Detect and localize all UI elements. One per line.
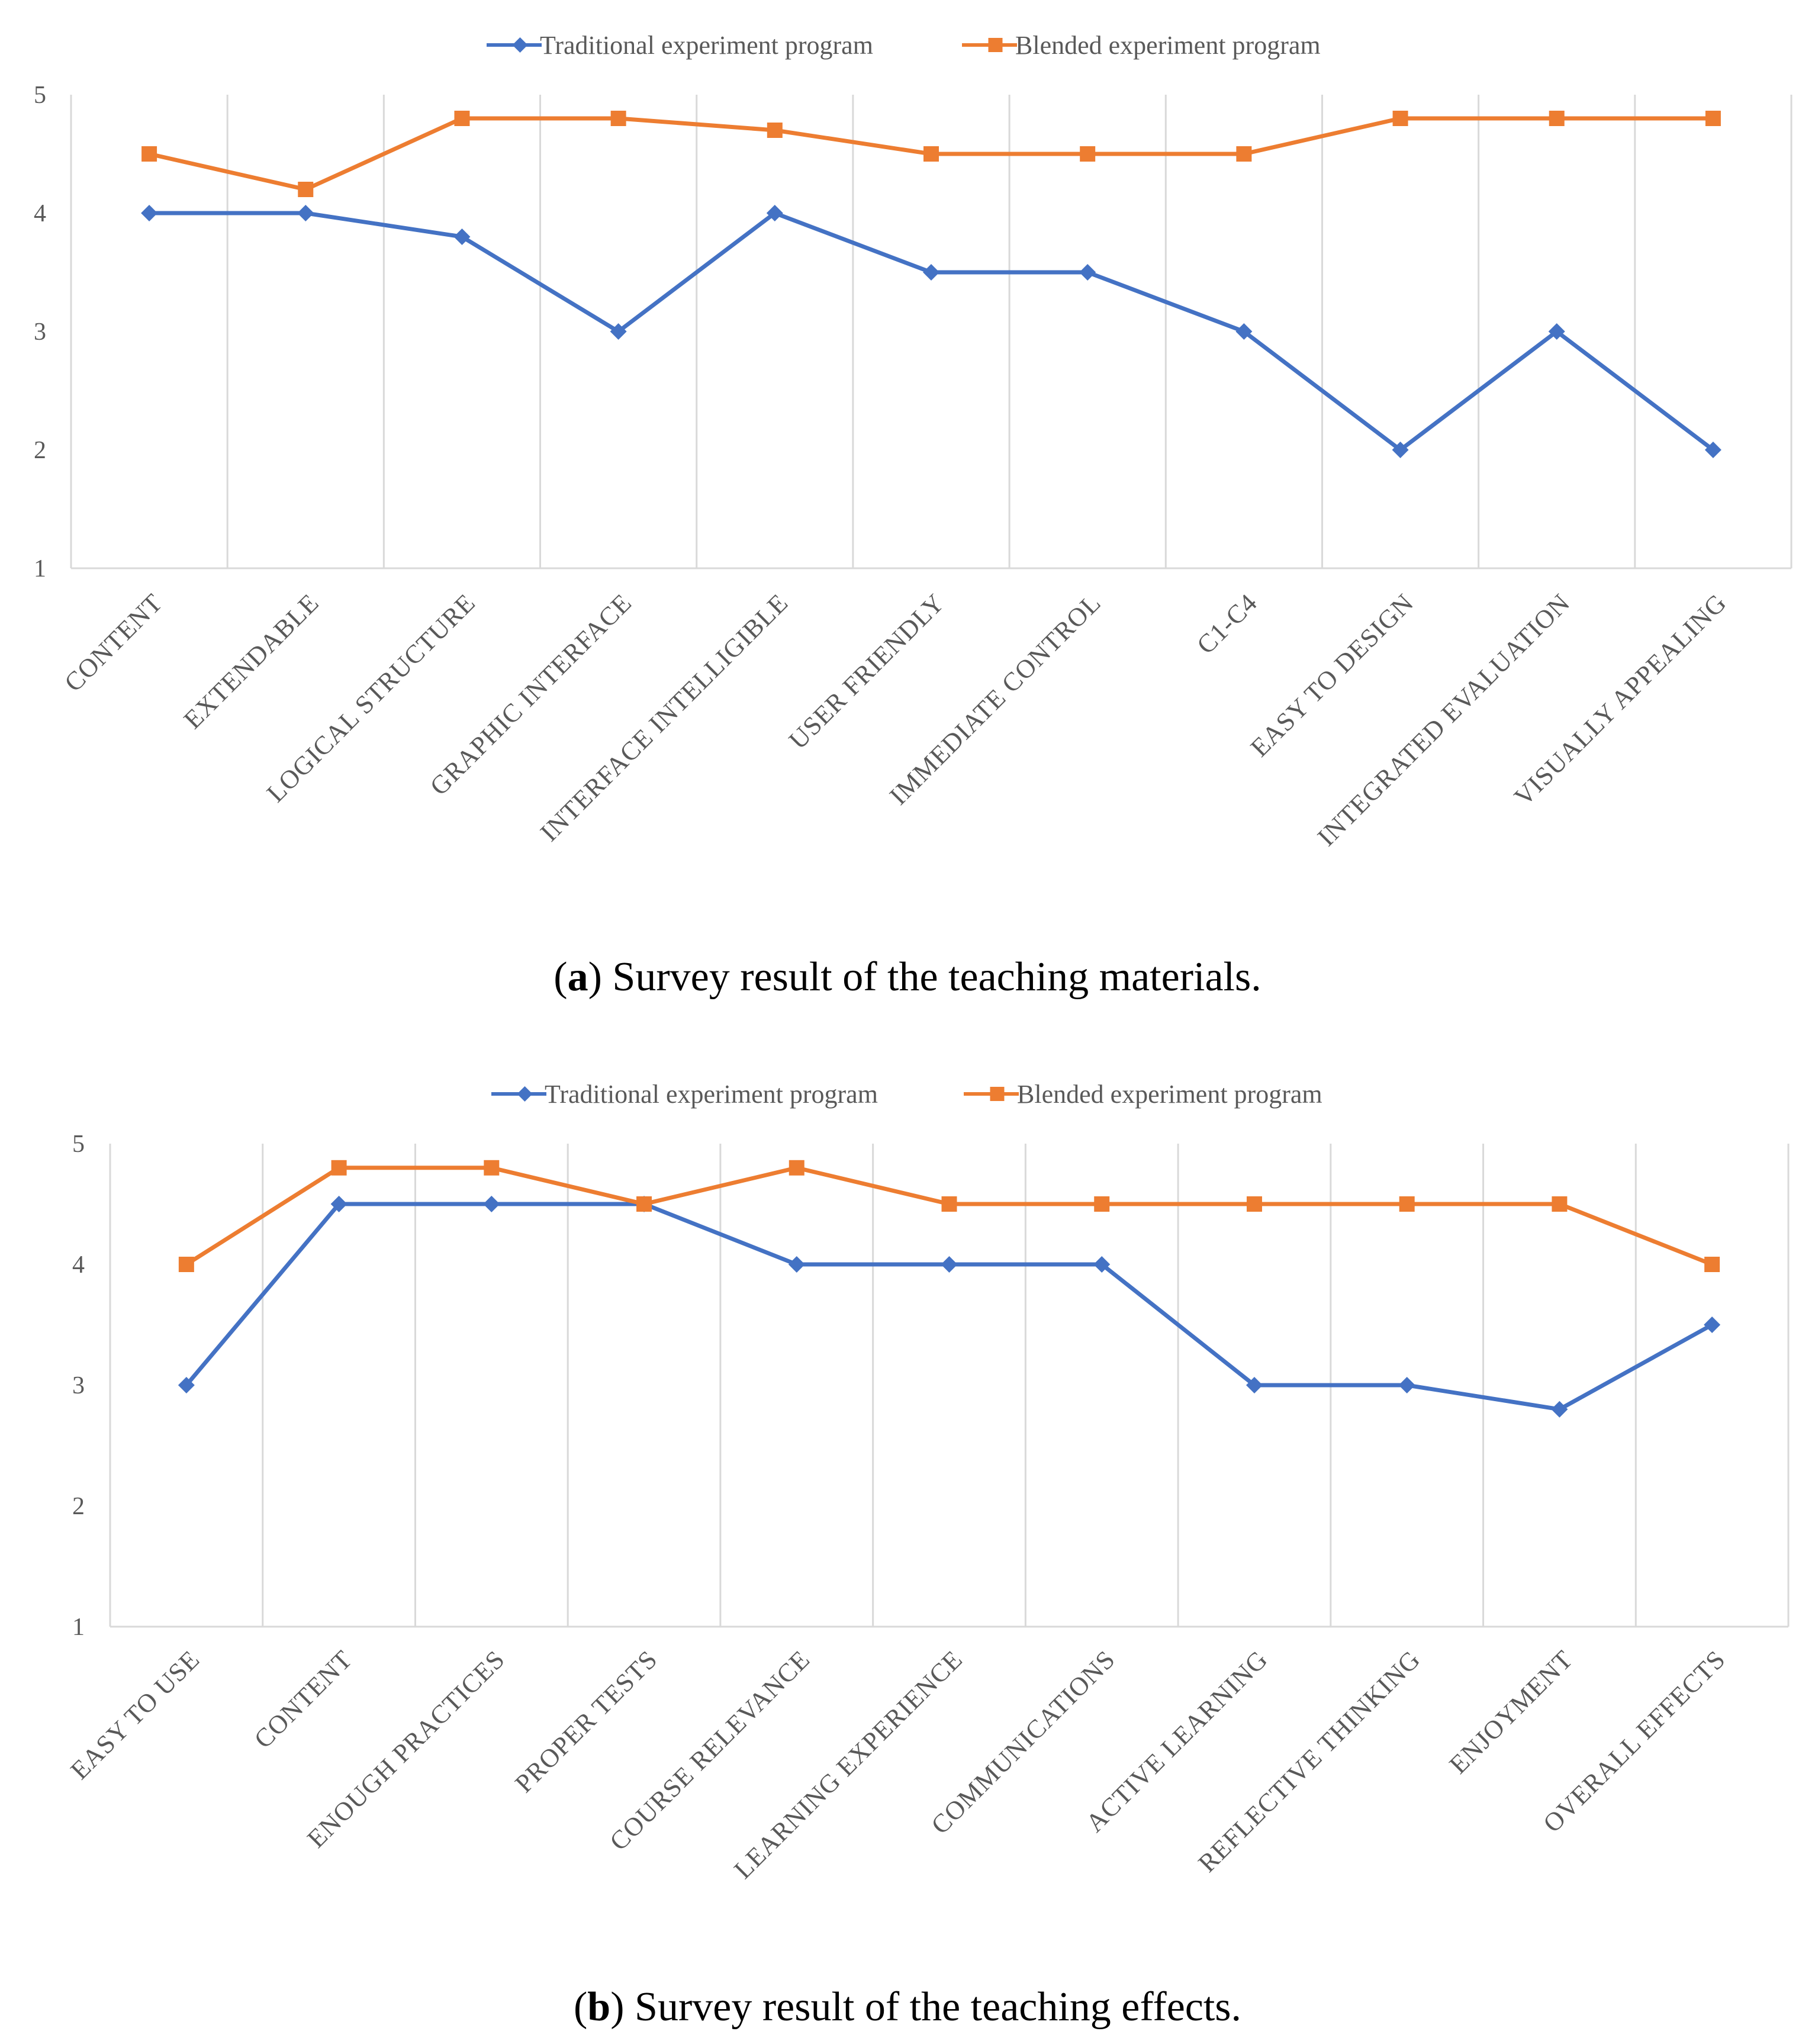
data-point: [1392, 442, 1409, 458]
x-tick-label: INTERFACE INTELLIGIBLE: [535, 588, 794, 847]
y-tick-label: 1: [72, 1614, 85, 1641]
legend-item: Blended experiment program: [962, 31, 1321, 60]
legend-label: Traditional experiment program: [545, 1080, 878, 1109]
data-point: [1704, 1316, 1721, 1333]
legend-marker: [517, 1086, 533, 1102]
data-point: [766, 205, 783, 221]
series-traditional: [141, 205, 1721, 458]
legend-item: Traditional experiment program: [487, 31, 873, 60]
x-tick-label: USER FRIENDLY: [783, 588, 950, 755]
data-point: [178, 1377, 195, 1393]
data-point: [1704, 1257, 1720, 1272]
caption-letter: a: [568, 954, 588, 1000]
legend-label: Blended experiment program: [1015, 31, 1321, 60]
caption-open: (: [553, 954, 567, 1000]
data-point: [297, 205, 314, 221]
series-blended: [178, 1160, 1720, 1272]
data-point: [1093, 1256, 1111, 1273]
data-point: [767, 123, 783, 138]
legend-item: Blended experiment program: [964, 1080, 1322, 1109]
x-tick-label: EASY TO DESIGN: [1245, 588, 1420, 762]
data-point: [1236, 146, 1252, 162]
caption-rest: ) Survey result of the teaching effects.: [610, 1984, 1241, 2030]
y-axis: 1 2 3 4 5: [72, 1131, 85, 1641]
legend-marker: [988, 38, 1003, 52]
y-tick-label: 5: [72, 1131, 85, 1158]
data-point: [788, 1256, 805, 1273]
data-point: [1246, 1196, 1262, 1212]
data-point: [330, 1196, 347, 1212]
y-axis: 1 2 3 4 5: [34, 82, 46, 582]
data-point: [610, 323, 627, 340]
data-point: [923, 264, 939, 281]
data-point: [178, 1257, 194, 1272]
data-point: [331, 1160, 347, 1176]
legend-marker: [512, 37, 528, 53]
data-point: [298, 182, 314, 197]
data-point: [1552, 1196, 1568, 1212]
data-point: [941, 1196, 957, 1212]
caption-letter: b: [587, 1984, 610, 2030]
gridlines: [70, 95, 1793, 568]
data-point: [453, 228, 471, 245]
data-point: [1398, 1377, 1415, 1393]
gridlines: [109, 1144, 1790, 1627]
data-point: [454, 111, 470, 126]
data-point: [1705, 111, 1721, 126]
data-point: [1246, 1377, 1263, 1393]
x-tick-label: C1-C4: [1191, 588, 1263, 659]
data-point: [484, 1160, 500, 1176]
y-tick-label: 2: [72, 1493, 85, 1520]
x-tick-label: ENJOYMENT: [1444, 1644, 1579, 1779]
data-point: [923, 146, 939, 162]
figure-caption: (b) Survey result of the teaching effect…: [574, 1984, 1241, 2030]
x-tick-label: CONTENT: [249, 1644, 358, 1754]
data-point: [1079, 264, 1096, 281]
data-point: [141, 146, 157, 162]
x-tick-label: EASY TO USE: [65, 1644, 205, 1785]
data-point: [941, 1256, 958, 1273]
data-point: [483, 1196, 500, 1212]
data-point: [1235, 323, 1253, 340]
y-tick-label: 3: [34, 318, 46, 346]
series-blended: [141, 111, 1721, 197]
data-point: [1551, 1401, 1568, 1418]
figure-caption: (a) Survey result of the teaching materi…: [553, 954, 1261, 1000]
data-point: [1549, 111, 1565, 126]
x-tick-label: EXTENDABLE: [178, 588, 324, 734]
y-tick-label: 2: [34, 437, 46, 464]
x-tick-label: INTEGRATED EVALUATION: [1312, 588, 1576, 852]
y-tick-label: 5: [34, 82, 46, 109]
legend: Traditional experiment program Blended ex…: [491, 1080, 1322, 1109]
data-point: [1080, 146, 1096, 162]
data-point: [1704, 442, 1721, 458]
data-point: [1548, 323, 1565, 340]
data-point: [636, 1196, 652, 1212]
data-point: [1094, 1196, 1110, 1212]
x-tick-label: PROPER TESTS: [509, 1644, 663, 1798]
data-point: [141, 205, 158, 221]
data-point: [1399, 1196, 1415, 1212]
caption-open: (: [574, 1984, 587, 2030]
legend-label: Blended experiment program: [1017, 1080, 1322, 1109]
series-traditional: [178, 1196, 1721, 1418]
data-point: [610, 111, 626, 126]
y-tick-label: 3: [72, 1372, 85, 1399]
legend-item: Traditional experiment program: [491, 1080, 878, 1109]
y-tick-label: 4: [72, 1251, 85, 1279]
legend: Traditional experiment program Blended ex…: [487, 31, 1321, 60]
data-point: [789, 1160, 804, 1176]
data-point: [1392, 111, 1408, 126]
y-tick-label: 4: [34, 200, 46, 227]
legend-marker: [990, 1087, 1005, 1101]
legend-label: Traditional experiment program: [540, 31, 873, 60]
y-tick-label: 1: [34, 555, 46, 582]
x-tick-label: CONTENT: [59, 588, 168, 697]
caption-rest: ) Survey result of the teaching material…: [588, 954, 1262, 1000]
